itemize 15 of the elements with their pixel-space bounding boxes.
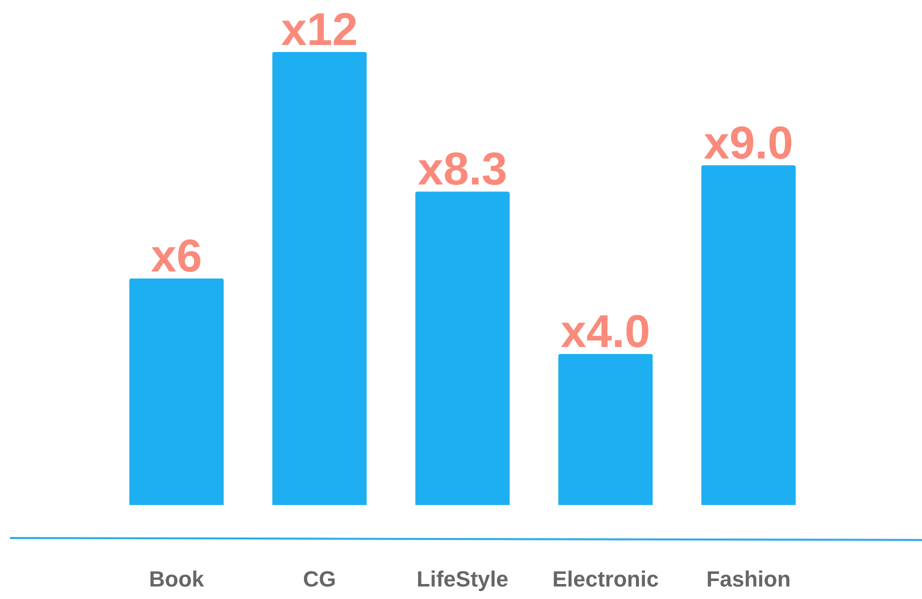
data-label: x9.0 — [704, 116, 794, 168]
bar — [272, 52, 367, 505]
x-tick-label: Book — [149, 566, 205, 592]
data-label: x4.0 — [560, 305, 650, 357]
data-label: x12 — [281, 3, 358, 55]
bar — [701, 165, 796, 505]
x-tick-label: LifeStyle — [416, 566, 508, 592]
bar — [129, 278, 224, 505]
data-label: x6 — [150, 230, 202, 282]
x-tick-label: CG — [303, 566, 336, 592]
bar — [415, 192, 510, 505]
x-tick-label: Electronic — [552, 566, 659, 592]
x-tick-label: Fashion — [706, 566, 791, 592]
bar — [558, 354, 653, 505]
data-label: x8.3 — [418, 142, 508, 195]
